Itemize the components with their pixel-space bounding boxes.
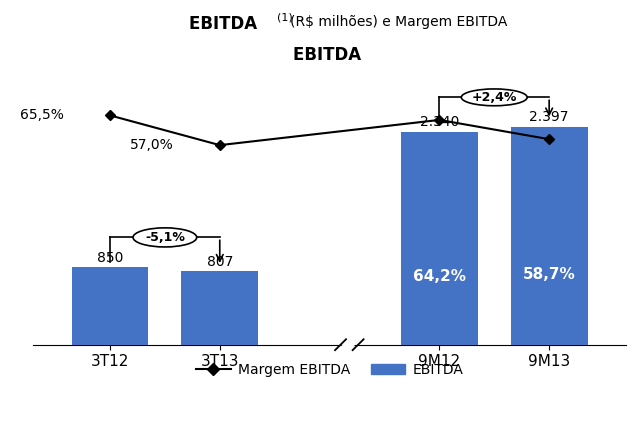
Text: 57,0%: 57,0% (130, 138, 174, 152)
Text: 807: 807 (206, 255, 233, 269)
Text: -5,1%: -5,1% (145, 231, 185, 244)
Text: 2.340: 2.340 (420, 115, 459, 129)
Text: (R$ milhões) e Margem EBITDA: (R$ milhões) e Margem EBITDA (290, 15, 507, 29)
Bar (511, 127, 588, 345)
Legend: Margem EBITDA, EBITDA: Margem EBITDA, EBITDA (190, 358, 469, 383)
Text: +2,4%: +2,4% (472, 91, 517, 104)
Bar (72, 267, 149, 345)
Text: EBITDA: EBITDA (293, 46, 367, 64)
Ellipse shape (462, 89, 527, 106)
Text: 64,2%: 64,2% (413, 269, 466, 284)
Text: (1): (1) (277, 12, 293, 22)
Text: 850: 850 (97, 251, 123, 265)
Text: 65,5%: 65,5% (20, 109, 64, 123)
Text: 58,7%: 58,7% (523, 267, 576, 283)
Text: 2.397: 2.397 (529, 110, 569, 124)
Bar (181, 271, 258, 345)
Bar (401, 132, 478, 345)
Text: EBITDA: EBITDA (189, 15, 263, 33)
Ellipse shape (133, 228, 197, 247)
